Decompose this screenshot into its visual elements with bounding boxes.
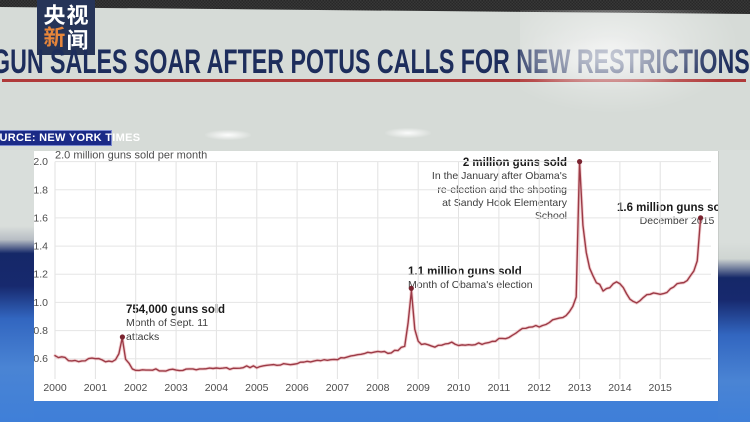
svg-text:2000: 2000 [43, 382, 67, 394]
svg-text:2009: 2009 [407, 382, 431, 394]
svg-text:1.0: 1.0 [34, 297, 48, 309]
svg-text:2013: 2013 [568, 382, 592, 394]
svg-text:2012: 2012 [528, 382, 552, 394]
svg-text:1.4: 1.4 [34, 241, 48, 253]
svg-text:2002: 2002 [124, 382, 148, 394]
svg-text:2008: 2008 [366, 382, 390, 394]
svg-text:2.0: 2.0 [34, 156, 48, 168]
svg-text:2004: 2004 [205, 382, 229, 394]
svg-text:1.2: 1.2 [34, 269, 48, 281]
svg-text:2005: 2005 [245, 382, 269, 394]
svg-text:2010: 2010 [447, 382, 471, 394]
svg-text:1.8: 1.8 [34, 184, 48, 196]
svg-text:2007: 2007 [326, 382, 350, 394]
svg-text:0.8: 0.8 [34, 325, 48, 337]
svg-text:2001: 2001 [84, 382, 108, 394]
svg-text:2011: 2011 [488, 382, 511, 394]
svg-text:2006: 2006 [285, 382, 309, 394]
svg-text:2014: 2014 [608, 382, 632, 394]
svg-text:2003: 2003 [164, 382, 188, 394]
svg-text:1.6: 1.6 [34, 212, 48, 224]
svg-text:0.6: 0.6 [34, 353, 48, 365]
svg-text:2015: 2015 [649, 382, 673, 394]
svg-text:2.0 million guns sold per mont: 2.0 million guns sold per month [55, 151, 207, 162]
